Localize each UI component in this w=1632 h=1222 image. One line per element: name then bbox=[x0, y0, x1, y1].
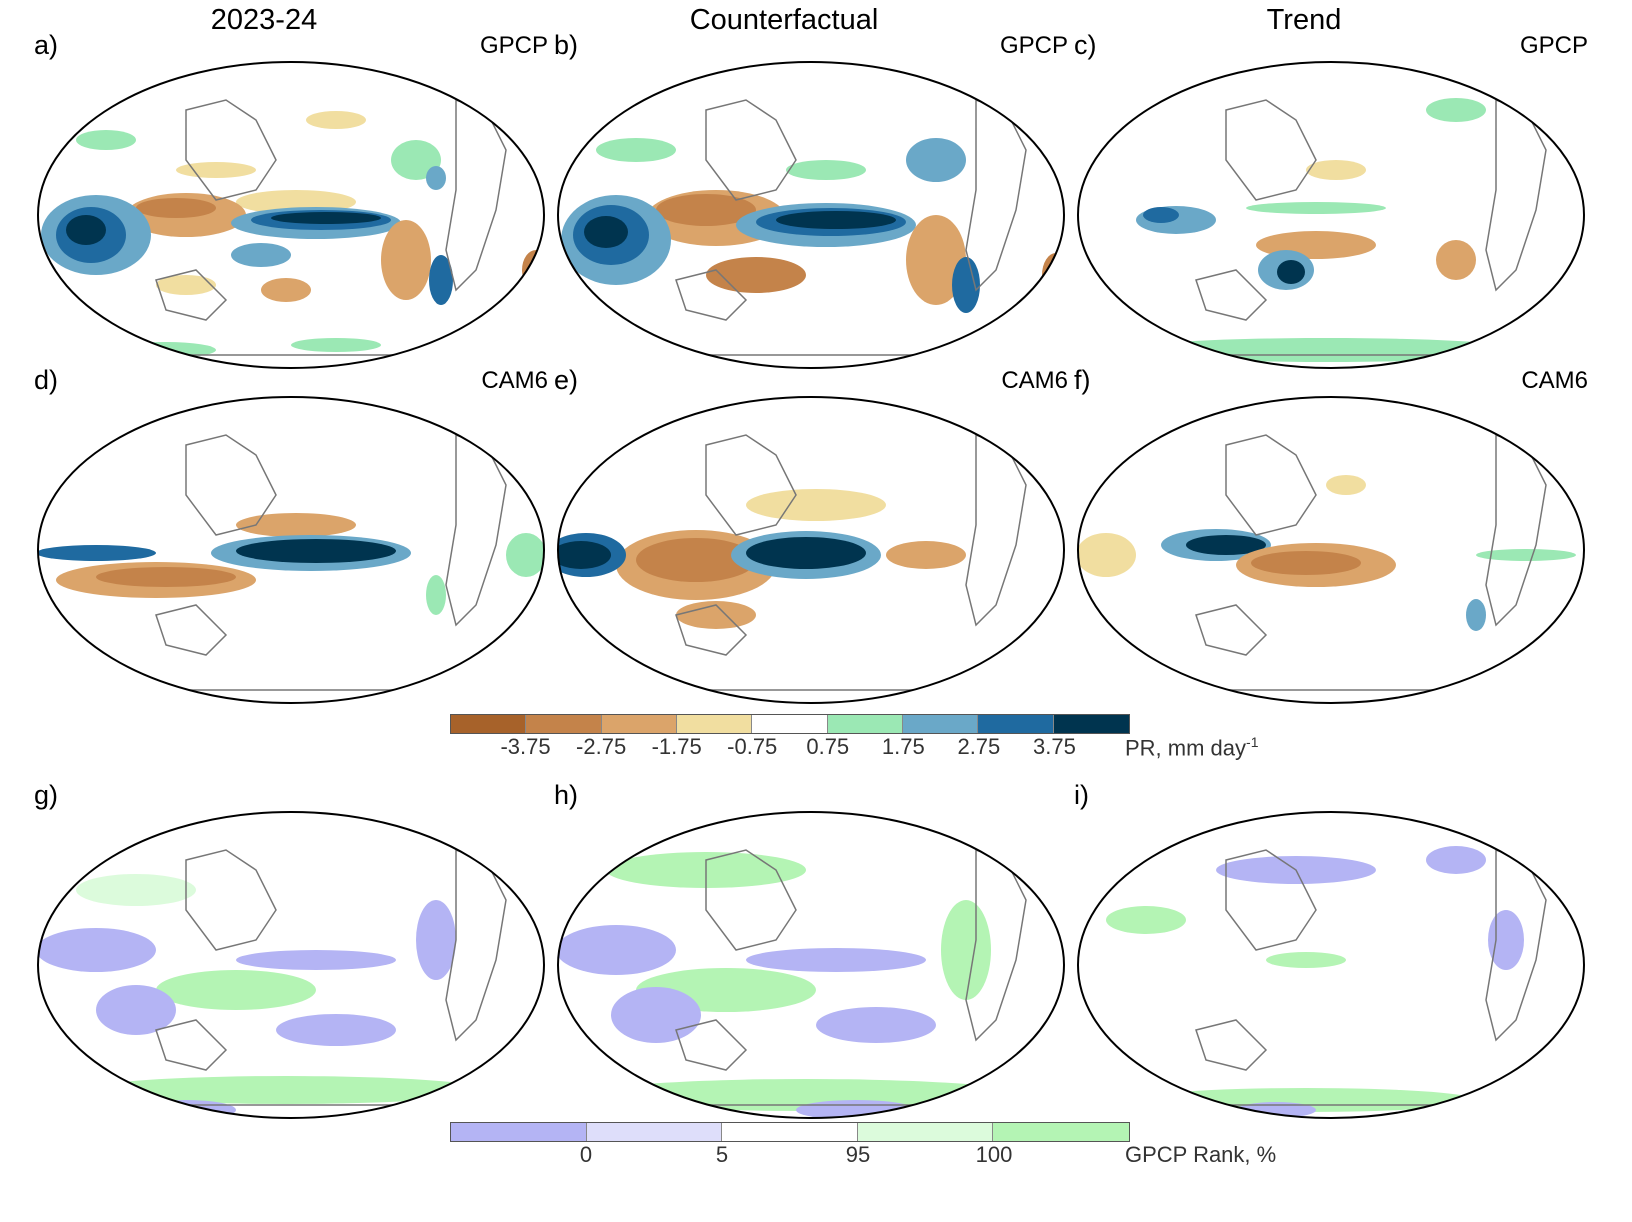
colorbar-swatch bbox=[526, 715, 602, 733]
colorbar-swatch bbox=[1053, 715, 1129, 733]
panel-source: CAM6 bbox=[481, 367, 548, 394]
colorbar-tick-label: -1.75 bbox=[651, 734, 702, 759]
panel-letter: b) bbox=[554, 30, 579, 60]
colorbar-swatch bbox=[451, 715, 527, 733]
colorbar-tick-label: -0.75 bbox=[727, 734, 778, 759]
colorbar-tick-label: 0 bbox=[579, 1142, 593, 1167]
panel-b: b) GPCP bbox=[550, 30, 1090, 370]
panel-letter: i) bbox=[1074, 780, 1089, 810]
colorbar-tick-label: -2.75 bbox=[576, 734, 627, 759]
pr-colorbar-label-text: PR, mm day bbox=[1125, 735, 1247, 761]
panel-letter: c) bbox=[1074, 30, 1097, 60]
pr-colorbar-boxes bbox=[450, 714, 1130, 734]
column-title-3: Trend bbox=[1266, 4, 1342, 36]
map-i bbox=[1077, 811, 1585, 1119]
colorbar-tick-label: 5 bbox=[715, 1142, 729, 1167]
rank-colorbar-boxes bbox=[450, 1122, 1130, 1142]
panel-source: GPCP bbox=[479, 32, 548, 59]
panel-d: d) CAM6 bbox=[30, 365, 570, 705]
panel-letter: d) bbox=[34, 365, 59, 395]
colorbar-tick-label: 0.75 bbox=[806, 734, 850, 759]
colorbar-swatch bbox=[902, 715, 979, 733]
colorbar-swatch bbox=[722, 1123, 858, 1141]
map-b bbox=[557, 61, 1065, 369]
column-title-1: 2023-24 bbox=[210, 4, 318, 36]
map-e bbox=[557, 396, 1065, 704]
rank-colorbar-label: GPCP Rank, % bbox=[1125, 1142, 1277, 1167]
map-a bbox=[37, 61, 545, 369]
panel-letter: g) bbox=[34, 780, 59, 810]
colorbar-swatch bbox=[857, 1123, 994, 1141]
colorbar-swatch bbox=[827, 715, 903, 733]
panel-c: c) GPCP bbox=[1070, 30, 1610, 370]
colorbar-swatch bbox=[752, 715, 828, 733]
map-c bbox=[1077, 61, 1585, 369]
panel-e: e) CAM6 bbox=[550, 365, 1090, 705]
panel-a: a) GPCP bbox=[30, 30, 570, 370]
pr-colorbar: -3.75 -2.75 -1.75 -0.75 0.75 1.75 2.75 3.75 PR,… bbox=[450, 714, 1258, 764]
panel-source: CAM6 bbox=[1521, 367, 1588, 394]
map-g bbox=[37, 811, 545, 1119]
colorbar-tick-label: 1.75 bbox=[881, 734, 925, 759]
colorbar-swatch bbox=[586, 1123, 723, 1141]
colorbar-swatch bbox=[978, 715, 1054, 733]
panel-h: h) bbox=[550, 780, 1090, 1120]
colorbar-tick-label: 100 bbox=[975, 1142, 1013, 1167]
panel-letter: h) bbox=[554, 780, 579, 810]
panel-source: CAM6 bbox=[1001, 367, 1068, 394]
colorbar-swatch bbox=[451, 1123, 587, 1141]
panel-source: GPCP bbox=[999, 32, 1068, 59]
map-d bbox=[37, 396, 545, 704]
map-f bbox=[1077, 396, 1585, 704]
colorbar-tick-label: 3.75 bbox=[1033, 734, 1076, 759]
rank-colorbar: 0 5 95 100 GPCP Rank, % bbox=[450, 1122, 1276, 1172]
colorbar-swatch bbox=[676, 715, 753, 733]
map-h bbox=[557, 811, 1065, 1119]
colorbar-swatch bbox=[993, 1123, 1129, 1141]
colorbar-tick-label: 2.75 bbox=[957, 734, 1001, 759]
panel-letter: a) bbox=[34, 30, 59, 60]
pr-colorbar-label-sup: -1 bbox=[1246, 734, 1259, 750]
colorbar-tick-label: 95 bbox=[845, 1142, 871, 1167]
panel-i: i) bbox=[1070, 780, 1610, 1120]
pr-colorbar-label: PR, mm day-1 bbox=[1125, 734, 1258, 761]
panel-source: GPCP bbox=[1519, 32, 1588, 59]
panel-letter: f) bbox=[1074, 365, 1091, 395]
column-title-2: Counterfactual bbox=[689, 4, 879, 36]
colorbar-swatch bbox=[601, 715, 677, 733]
panel-f: f) CAM6 bbox=[1070, 365, 1610, 705]
colorbar-tick-label: -3.75 bbox=[500, 734, 551, 759]
panel-letter: e) bbox=[554, 365, 579, 395]
panel-g: g) bbox=[30, 780, 570, 1120]
